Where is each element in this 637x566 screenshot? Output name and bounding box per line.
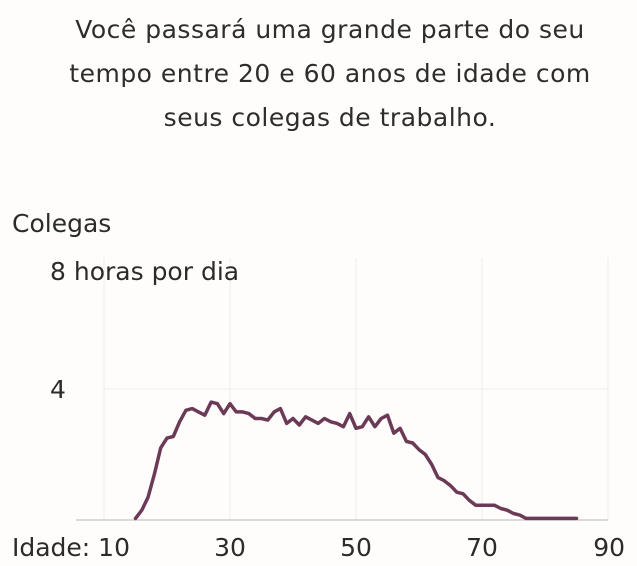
headline-line-1: Você passará uma grande parte do seu <box>75 15 585 44</box>
chart-title: Colegas <box>12 209 111 238</box>
x-tick-labels: Idade: 10 30 50 70 90 <box>12 533 625 562</box>
x-tick-label: 70 <box>466 533 498 562</box>
headline-line-2: tempo entre 20 e 60 anos de idade com <box>69 59 591 88</box>
x-tick-label: 50 <box>340 533 372 562</box>
series-line <box>133 400 579 521</box>
y-tick-labels: 4 <box>50 375 66 404</box>
y-tick-label: 4 <box>50 375 66 404</box>
gridlines <box>103 258 609 520</box>
x-tick-label: Idade: 10 <box>12 533 130 562</box>
headline-line-3: seus colegas de trabalho. <box>163 103 497 132</box>
x-tick-label: 90 <box>593 533 625 562</box>
x-tick-label: 30 <box>214 533 246 562</box>
y-top-label: 8 horas por dia <box>50 257 239 286</box>
headline: Você passará uma grande parte do seu tem… <box>30 8 630 140</box>
